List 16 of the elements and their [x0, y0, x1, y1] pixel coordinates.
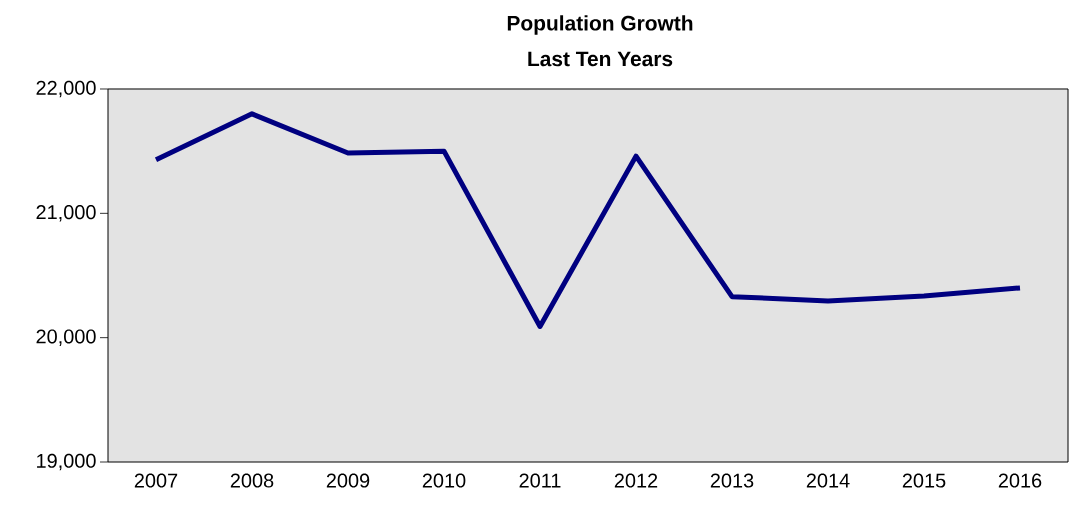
y-tick-label: 21,000 [36, 205, 96, 222]
x-tick-label: 2012 [614, 473, 658, 488]
x-tick-label: 2007 [134, 473, 178, 488]
chart-title: Population Growth [507, 15, 693, 35]
x-tick-label: 2013 [710, 473, 754, 488]
y-tick-label: 22,000 [36, 80, 96, 98]
x-tick-label: 2009 [326, 473, 370, 488]
chart-subtitle: Last Ten Years [528, 51, 673, 67]
y-tick-label: 20,000 [36, 329, 96, 346]
x-tick-label: 2010 [422, 473, 466, 488]
x-tick-label: 2015 [902, 473, 946, 488]
x-tick-label: 2008 [230, 473, 274, 488]
x-tick-label: 2014 [806, 473, 850, 488]
x-tick-label: 2011 [519, 473, 561, 488]
x-tick-label: 2016 [998, 473, 1042, 488]
y-tick-label: 19,000 [37, 453, 96, 471]
